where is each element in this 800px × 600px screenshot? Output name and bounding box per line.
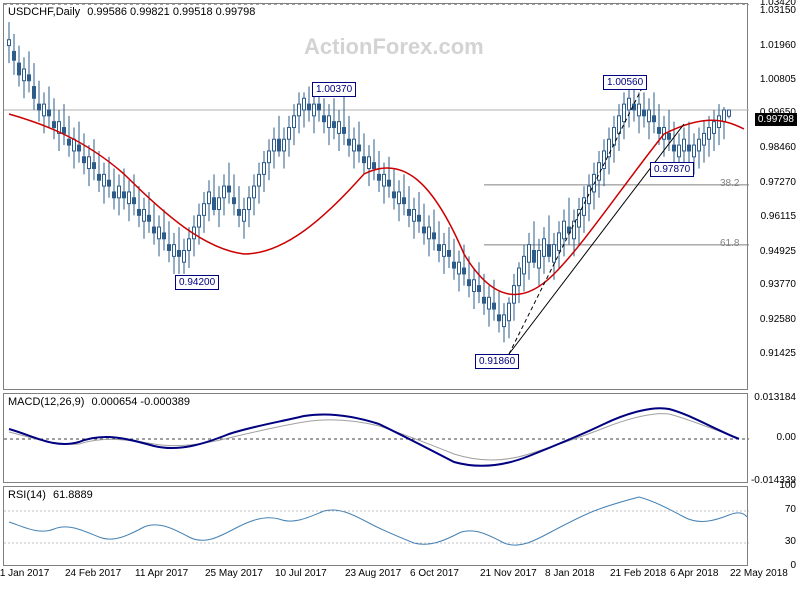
y-tick-label: 0.94925 xyxy=(760,246,796,257)
rsi-panel: RSI(14) 61.8889 xyxy=(3,486,748,566)
price-chart-svg[interactable] xyxy=(4,4,749,391)
macd-panel: MACD(12,26,9) 0.000654 -0.000389 xyxy=(3,393,748,483)
y-tick-label: 1.00805 xyxy=(760,74,796,85)
rsi-y-tick: 70 xyxy=(785,504,796,515)
x-tick-label: 11 Apr 2017 xyxy=(135,568,188,596)
x-tick-label: 11 Jan 2017 xyxy=(0,568,49,596)
x-tick-label: 23 Aug 2017 xyxy=(345,568,401,596)
y-tick-label: 0.91425 xyxy=(760,348,796,359)
y-tick-label: 1.03150 xyxy=(760,5,796,16)
y-tick-label: 0.96115 xyxy=(761,211,796,222)
x-tick-label: 22 May 2018 xyxy=(730,568,788,596)
macd-chart-svg[interactable] xyxy=(4,394,749,484)
price-callout: 0.91860 xyxy=(475,354,519,369)
y-tick-label: 1.01960 xyxy=(760,40,796,51)
y-tick-label: 0.98460 xyxy=(760,142,796,153)
x-tick-label: 25 May 2017 xyxy=(205,568,263,596)
price-callout: 1.00560 xyxy=(603,75,647,90)
y-tick-label: 0.99650 xyxy=(760,107,796,118)
price-callout: 0.97870 xyxy=(650,162,694,177)
fib-level-label: 38.2 xyxy=(720,178,739,189)
price-chart-panel: USDCHF,Daily 0.99586 0.99821 0.99518 0.9… xyxy=(3,3,748,390)
rsi-y-tick: 100 xyxy=(779,480,796,491)
y-tick-label: 0.92580 xyxy=(760,314,796,325)
x-tick-label: 6 Apr 2018 xyxy=(670,568,718,596)
rsi-y-tick: 30 xyxy=(785,536,796,547)
price-callout: 1.00370 xyxy=(312,82,356,97)
x-tick-label: 8 Jan 2018 xyxy=(545,568,595,596)
x-tick-label: 21 Feb 2018 xyxy=(610,568,666,596)
macd-y-tick: 0.013184 xyxy=(754,392,796,403)
y-tick-label: 0.97270 xyxy=(760,177,796,188)
rsi-chart-svg[interactable] xyxy=(4,487,749,567)
x-axis-labels: 11 Jan 2017 24 Feb 2017 11 Apr 2017 25 May … xyxy=(0,568,800,598)
x-tick-label: 10 Jul 2017 xyxy=(275,568,327,596)
x-tick-label: 6 Oct 2017 xyxy=(410,568,459,596)
macd-y-tick: 0.00 xyxy=(777,432,796,443)
y-tick-label: 0.93770 xyxy=(760,279,796,290)
price-callout: 0.94200 xyxy=(175,275,219,290)
x-tick-label: 24 Feb 2017 xyxy=(65,568,121,596)
fib-level-label: 61.8 xyxy=(720,238,739,249)
x-tick-label: 21 Nov 2017 xyxy=(480,568,537,596)
